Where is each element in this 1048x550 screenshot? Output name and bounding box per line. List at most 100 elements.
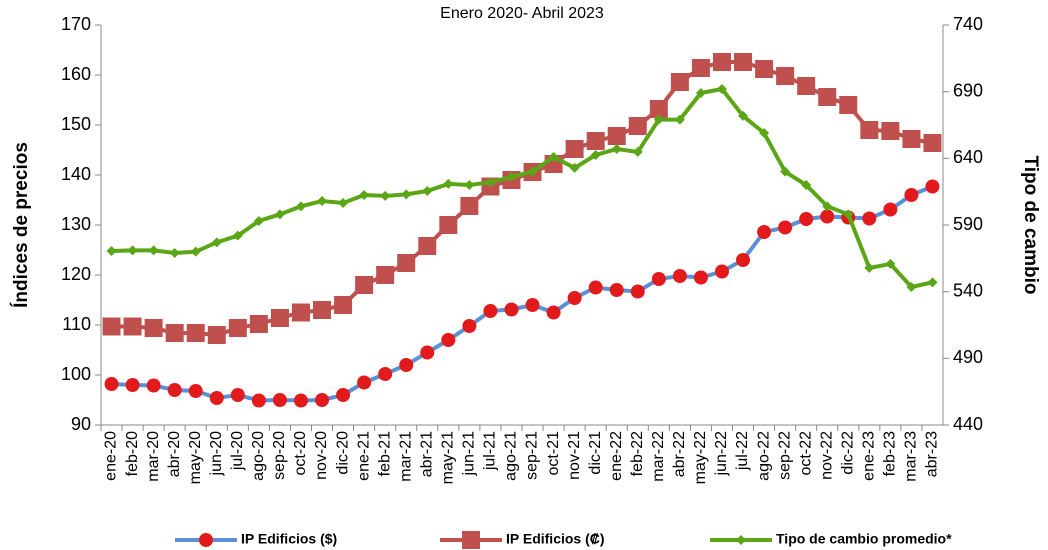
series-line bbox=[111, 86, 933, 290]
data-point bbox=[146, 378, 161, 393]
x-tick-label: feb-23 bbox=[882, 431, 899, 476]
data-point bbox=[317, 196, 328, 206]
y-tick-label: 140 bbox=[61, 164, 91, 184]
data-point bbox=[418, 237, 437, 255]
x-tick-label: nov-20 bbox=[313, 431, 330, 480]
data-point bbox=[401, 189, 412, 200]
x-tick-label: oct-22 bbox=[797, 431, 814, 476]
x-tick-label: mar-22 bbox=[650, 431, 667, 482]
data-point bbox=[380, 190, 391, 201]
y-tick-label: 90 bbox=[71, 414, 91, 434]
data-point bbox=[609, 283, 624, 297]
data-point bbox=[885, 258, 896, 269]
y2-tick-label: 490 bbox=[953, 347, 983, 367]
data-point bbox=[127, 245, 138, 256]
data-point bbox=[925, 179, 940, 194]
x-tick-label: ene-21 bbox=[355, 431, 372, 481]
data-point bbox=[822, 201, 833, 212]
x-tick-label: nov-22 bbox=[818, 431, 835, 480]
data-point bbox=[209, 391, 224, 405]
x-tick-label: abr-22 bbox=[671, 431, 688, 477]
data-point bbox=[338, 198, 349, 208]
data-point bbox=[695, 88, 706, 98]
x-tick-label: mar-23 bbox=[903, 431, 920, 482]
data-point bbox=[441, 333, 456, 347]
data-point bbox=[291, 303, 310, 322]
data-point bbox=[649, 100, 668, 118]
data-point bbox=[251, 393, 266, 408]
data-point bbox=[607, 127, 626, 145]
data-point bbox=[801, 180, 812, 190]
y2-tick-label: 640 bbox=[953, 147, 983, 167]
data-point bbox=[588, 280, 603, 295]
data-point bbox=[778, 220, 793, 235]
data-point bbox=[904, 188, 919, 202]
data-point bbox=[906, 282, 917, 292]
x-tick-label: oct-20 bbox=[292, 431, 309, 476]
x-tick-label: jul-20 bbox=[229, 431, 246, 471]
x-tick-label: dic-21 bbox=[587, 431, 604, 475]
x-tick-label: ago-21 bbox=[503, 431, 520, 481]
data-point bbox=[485, 177, 496, 188]
data-point bbox=[293, 393, 308, 408]
data-point bbox=[820, 209, 835, 224]
data-point bbox=[653, 114, 664, 125]
x-tick-label: may-22 bbox=[692, 431, 709, 484]
data-point bbox=[190, 246, 201, 257]
data-point bbox=[123, 317, 142, 336]
data-point bbox=[464, 180, 475, 190]
data-point bbox=[693, 270, 708, 285]
data-point bbox=[628, 117, 647, 135]
data-point bbox=[716, 84, 727, 94]
data-point bbox=[799, 212, 814, 226]
x-tick-label: ene-22 bbox=[608, 431, 625, 481]
x-tick-label: feb-20 bbox=[124, 431, 141, 476]
data-point bbox=[670, 73, 689, 91]
data-point bbox=[839, 96, 858, 114]
x-tick-label: jul-21 bbox=[482, 431, 499, 471]
data-point bbox=[504, 302, 519, 317]
y-tick-label: 150 bbox=[61, 114, 91, 134]
data-point bbox=[567, 291, 582, 305]
data-point bbox=[714, 264, 729, 279]
data-point bbox=[797, 77, 816, 95]
chart-title: Enero 2020- Abril 2023 bbox=[440, 5, 604, 22]
legend-label: IP Edificios (₡) bbox=[506, 531, 605, 547]
data-point bbox=[776, 67, 795, 85]
data-point bbox=[525, 298, 540, 312]
data-point bbox=[188, 384, 203, 398]
data-point bbox=[630, 284, 645, 299]
data-point bbox=[565, 140, 584, 158]
x-tick-label: feb-21 bbox=[376, 431, 393, 476]
data-point bbox=[355, 276, 374, 294]
data-point bbox=[569, 162, 580, 173]
data-point bbox=[590, 150, 601, 160]
y-tick-label: 160 bbox=[61, 64, 91, 84]
data-point bbox=[315, 393, 330, 407]
x-tick-label: abr-20 bbox=[166, 431, 183, 477]
data-point bbox=[272, 393, 287, 407]
data-point bbox=[860, 121, 879, 139]
x-tick-label: ago-20 bbox=[250, 431, 267, 481]
y-axis-title: Índices de precios bbox=[10, 142, 32, 308]
x-tick-label: dic-22 bbox=[839, 431, 856, 475]
data-point bbox=[611, 144, 622, 154]
x-tick-label: mar-20 bbox=[145, 431, 162, 482]
data-point bbox=[376, 266, 395, 284]
data-point bbox=[527, 166, 538, 177]
data-point bbox=[883, 202, 898, 217]
x-tick-label: ene-23 bbox=[861, 431, 878, 481]
data-point bbox=[104, 377, 119, 391]
x-tick-label: dic-20 bbox=[334, 431, 351, 475]
data-point bbox=[651, 272, 666, 286]
data-point bbox=[818, 88, 837, 106]
y-tick-label: 110 bbox=[62, 314, 91, 334]
x-tick-label: sep-22 bbox=[776, 431, 793, 480]
data-point bbox=[422, 186, 433, 196]
data-point bbox=[546, 305, 561, 320]
x-tick-label: oct-21 bbox=[545, 431, 562, 476]
data-point bbox=[439, 216, 458, 234]
x-tick-label: sep-20 bbox=[271, 431, 288, 480]
data-point bbox=[736, 253, 751, 267]
